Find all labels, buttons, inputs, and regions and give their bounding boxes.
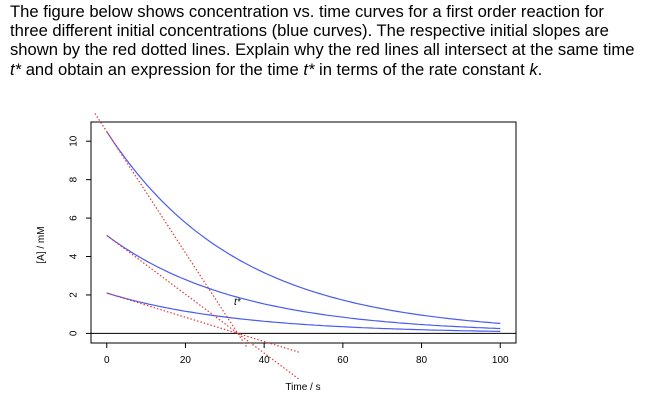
plot-frame (90, 121, 517, 344)
question-part-1: The figure below shows concentration vs.… (10, 2, 635, 60)
y-tick-label: 2 (69, 292, 80, 298)
x-tick-label: 80 (416, 355, 428, 366)
question-part-4: . (537, 59, 543, 79)
question-text: The figure below shows concentration vs.… (10, 2, 642, 79)
y-tick-label: 8 (69, 176, 80, 182)
y-tick-label: 6 (69, 215, 80, 221)
initial-slope-line-1 (94, 113, 247, 348)
initial-slope-line-3 (106, 292, 300, 353)
decay-curve-2 (106, 234, 501, 330)
x-axis-label: Time / s (285, 382, 320, 393)
initial-slope-line-2 (106, 234, 300, 381)
t-star-symbol: t* (303, 59, 315, 79)
x-tick-label: 100 (492, 355, 509, 366)
x-tick-label: 20 (180, 355, 192, 366)
axis-ticks: 0 20 40 60 80 100 0 2 4 6 8 10 (69, 135, 509, 366)
t-star-annotation: t* (234, 297, 242, 308)
decay-curve-1 (106, 131, 501, 324)
chart-series (91, 113, 516, 381)
x-tick-label: 60 (337, 355, 349, 366)
x-tick-label: 40 (259, 355, 271, 366)
decay-curve-3 (106, 292, 501, 332)
t-star-symbol: t* (10, 59, 22, 79)
x-tick-label: 0 (104, 355, 110, 366)
y-tick-label: 0 (69, 330, 80, 336)
question-part-2: and obtain an expression for the time (21, 59, 304, 79)
y-axis-label: [A] / mM (36, 226, 47, 263)
y-tick-label: 4 (69, 253, 80, 259)
y-tick-label: 10 (69, 135, 80, 147)
rate-constant-symbol: k (529, 59, 538, 79)
question-part-3: in terms of the rate constant (314, 59, 530, 79)
